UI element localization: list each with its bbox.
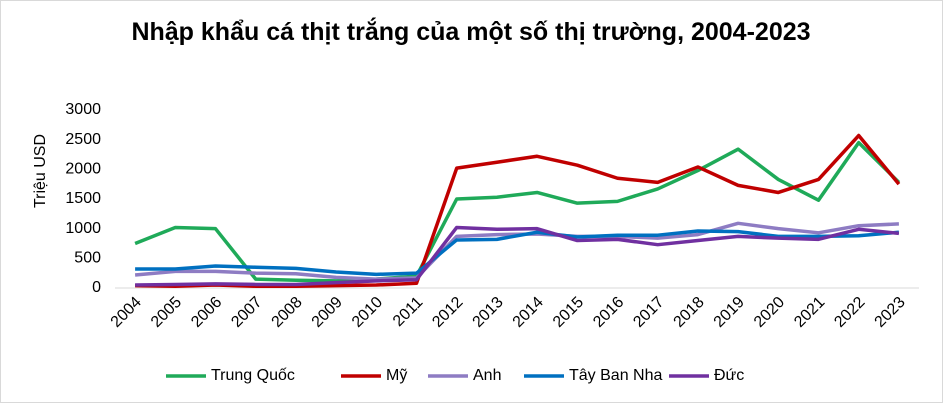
y-tick-label: 3000: [65, 101, 101, 118]
series-line: [135, 133, 901, 288]
legend-label: Mỹ: [386, 367, 407, 384]
y-tick-label: 2000: [65, 161, 101, 178]
series-line: [134, 140, 901, 283]
series-line: [135, 229, 900, 277]
x-tick-label: 2010: [349, 294, 386, 331]
legend-label: Anh: [473, 367, 501, 384]
x-tick-label: 2009: [309, 294, 346, 331]
x-tick-label: 2012: [429, 294, 466, 331]
x-tick-label: 2005: [148, 294, 185, 331]
x-tick-label: 2023: [872, 294, 909, 331]
y-axis-label: Triệu USD: [32, 134, 49, 208]
x-tick-label: 2006: [188, 294, 225, 331]
x-tick-label: 2019: [711, 294, 748, 331]
y-tick-label: 0: [92, 279, 101, 296]
x-tick-label: 2013: [470, 294, 507, 331]
y-tick-label: 500: [74, 250, 101, 267]
x-tick-label: 2014: [510, 294, 547, 331]
legend-label: Đức: [714, 367, 744, 384]
x-tick-label: 2008: [269, 294, 306, 331]
x-tick-label: 2018: [671, 294, 708, 331]
x-tick-label: 2021: [791, 294, 828, 331]
series-line: [135, 225, 900, 287]
y-tick-label: 1500: [65, 190, 101, 207]
y-tick-label: 1000: [65, 220, 101, 237]
x-tick-label: 2011: [390, 294, 426, 330]
y-tick-label: 2500: [65, 131, 101, 148]
chart-title: Nhập khẩu cá thịt trắng của một số thị t…: [131, 18, 811, 46]
legend-label: Tây Ban Nha: [569, 367, 662, 384]
x-tick-label: 2020: [751, 294, 788, 331]
x-tick-label: 2022: [831, 294, 868, 331]
x-tick-label: 2015: [550, 294, 587, 331]
x-tick-label: 2004: [108, 294, 145, 331]
x-tick-label: 2016: [590, 294, 627, 331]
x-tick-label: 2007: [228, 294, 265, 331]
legend-label: Trung Quốc: [211, 367, 295, 384]
x-tick-label: 2017: [630, 294, 667, 331]
